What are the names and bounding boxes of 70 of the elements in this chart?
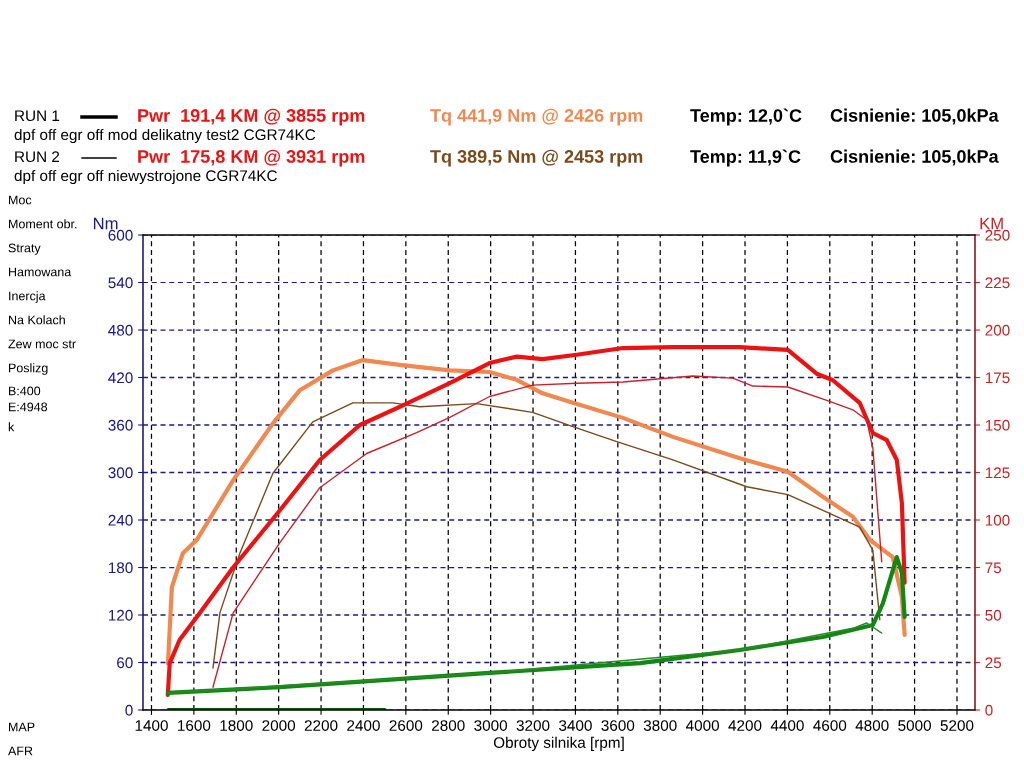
- x-tick-label: 1800: [220, 720, 253, 731]
- text: k: [8, 422, 15, 432]
- x-tick-label: 2200: [304, 720, 338, 731]
- y-axis-title: Nm: [93, 217, 118, 230]
- x-tick-label: 1600: [178, 720, 211, 731]
- y2-axis-title: KM: [980, 217, 1003, 230]
- text: RUN 1: [15, 110, 60, 122]
- y-tick-label: 240: [108, 514, 133, 526]
- x-tick-label: 3200: [516, 720, 550, 731]
- text: Na Kolach: [9, 315, 65, 325]
- text: E:4948: [9, 402, 48, 412]
- x-tick-label: 3400: [559, 720, 592, 731]
- x-tick-label: 4200: [728, 720, 762, 731]
- y-tick-label: 300: [108, 467, 133, 479]
- text: Moment obr.: [9, 219, 77, 229]
- y2-tick-label: 225: [985, 277, 1010, 289]
- x-tick-label: 2800: [432, 720, 465, 731]
- y2-tick-label: 0: [985, 704, 993, 716]
- text: B:400: [9, 386, 41, 396]
- text: Cisnienie: 105,0kPa: [830, 149, 999, 166]
- y2-tick-label: 50: [985, 609, 1002, 621]
- text: Poslizg: [9, 363, 48, 375]
- text: Cisnienie: 105,0kPa: [830, 108, 999, 125]
- x-tick-label: 3000: [474, 720, 508, 731]
- x-tick-label: 2000: [262, 720, 296, 731]
- x-tick-label: 4000: [685, 720, 720, 731]
- y2-tick-label: 75: [985, 562, 1002, 574]
- y2-tick-label: 200: [985, 324, 1010, 336]
- text: Tq 389,5 Nm @ 2453 rpm: [430, 149, 643, 167]
- text: Hamowana: [9, 267, 72, 277]
- y2-tick-label: 250: [985, 229, 1010, 241]
- y-tick-label: 360: [108, 419, 133, 431]
- y2-tick-label: 100: [985, 514, 1010, 526]
- x-tick-label: 3800: [643, 720, 677, 731]
- text: Inercja: [9, 291, 46, 303]
- y-tick-label: 0: [125, 704, 133, 716]
- text: Straty: [8, 243, 41, 255]
- y2-tick-label: 25: [985, 657, 1002, 669]
- x-tick-label: 4800: [855, 720, 889, 731]
- x-tick-label: 5200: [940, 720, 974, 731]
- text: dpf off egr off mod delikatny test2 CGR74KC: [14, 128, 316, 144]
- x-tick-label: 5000: [898, 720, 931, 731]
- text: AFR: [8, 746, 33, 756]
- x-tick-label: 2600: [389, 720, 423, 731]
- text: Pwr 175,8 KM @ 3931 rpm: [138, 149, 365, 167]
- y2-tick-label: 175: [985, 372, 1010, 384]
- y2-tick-label: 150: [985, 419, 1010, 431]
- x-tick-label: 3600: [601, 720, 635, 731]
- y-tick-label: 420: [108, 372, 133, 384]
- text: Tq 441,9 Nm @ 2426 rpm: [430, 108, 643, 126]
- text: Temp: 11,9`C: [690, 149, 801, 167]
- y-tick-label: 60: [117, 657, 133, 669]
- text: Moc: [9, 195, 32, 205]
- y-tick-label: 540: [108, 277, 133, 289]
- text: Zew moc str: [8, 339, 76, 349]
- y-tick-label: 120: [108, 609, 133, 621]
- text: Temp: 12,0`C: [690, 108, 802, 126]
- text: Pwr 191,4 KM @ 3855 rpm: [138, 108, 365, 126]
- text: dpf off egr off niewystrojone CGR74KC: [14, 169, 277, 185]
- y-tick-label: 480: [108, 324, 133, 336]
- x-tick-label: 4400: [770, 720, 804, 731]
- x-tick-label: 4600: [813, 720, 847, 731]
- x-axis-title: Obroty silnika [rpm]: [493, 736, 624, 751]
- y-tick-label: 180: [108, 562, 133, 574]
- y2-tick-label: 125: [985, 467, 1010, 479]
- text: RUN 2: [15, 151, 60, 163]
- text: MAP: [9, 722, 35, 732]
- x-tick-label: 1400: [135, 720, 168, 731]
- y-tick-label: 600: [108, 229, 133, 241]
- x-tick-label: 2400: [347, 720, 380, 731]
